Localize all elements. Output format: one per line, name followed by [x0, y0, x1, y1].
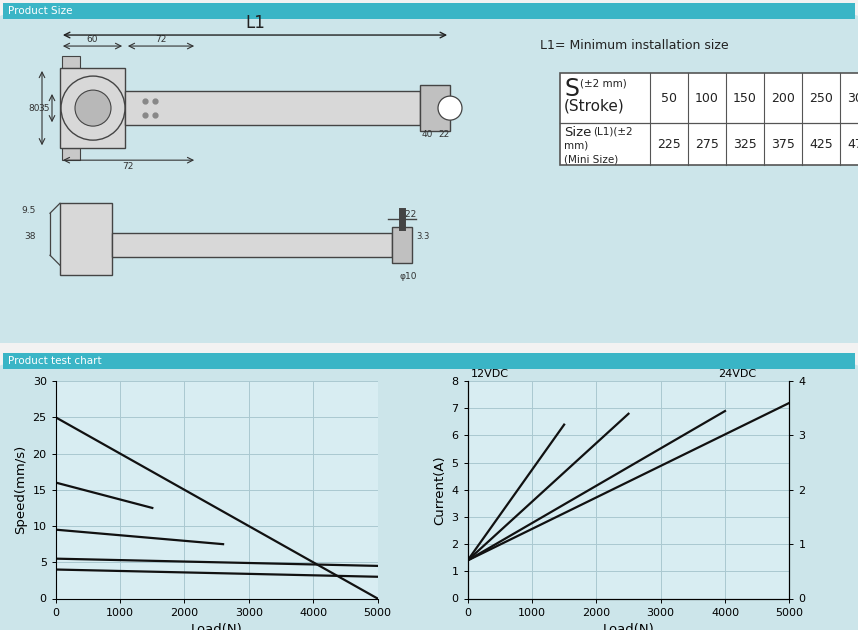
- Text: L1: L1: [245, 14, 265, 32]
- Text: mm): mm): [564, 140, 589, 150]
- Text: Product test chart: Product test chart: [8, 356, 101, 365]
- Text: 275: 275: [695, 137, 719, 151]
- X-axis label: Load(N): Load(N): [190, 623, 243, 630]
- Text: 40: 40: [421, 130, 432, 139]
- Text: (Mini Size): (Mini Size): [564, 154, 619, 164]
- Bar: [60, 203, 112, 275]
- Text: Product Size: Product Size: [8, 6, 72, 16]
- Text: 475: 475: [847, 137, 858, 151]
- Text: 72: 72: [123, 162, 134, 171]
- Y-axis label: Current(A): Current(A): [433, 455, 446, 525]
- Text: 325: 325: [733, 137, 757, 151]
- Text: φ22: φ22: [399, 210, 417, 219]
- Text: L1= Minimum installation size: L1= Minimum installation size: [540, 38, 728, 52]
- Text: (±2 mm): (±2 mm): [580, 78, 626, 88]
- Text: 38: 38: [25, 232, 36, 241]
- Text: 80: 80: [28, 103, 40, 113]
- Text: 200: 200: [771, 91, 795, 105]
- Y-axis label: Speed(mm/s): Speed(mm/s): [14, 445, 27, 534]
- Bar: [62, 148, 80, 160]
- X-axis label: Load(N): Load(N): [602, 623, 655, 630]
- FancyBboxPatch shape: [0, 365, 858, 630]
- Text: 12VDC: 12VDC: [471, 369, 509, 379]
- Bar: [560, 73, 858, 165]
- Text: S: S: [564, 77, 579, 101]
- Bar: [62, 56, 80, 68]
- Text: 225: 225: [657, 137, 681, 151]
- Text: 72: 72: [155, 35, 166, 44]
- Circle shape: [61, 76, 125, 140]
- Text: 300: 300: [847, 91, 858, 105]
- FancyBboxPatch shape: [0, 15, 858, 345]
- Text: Size: Size: [564, 126, 591, 139]
- Bar: [3, 3, 855, 19]
- Text: 35: 35: [39, 103, 50, 113]
- Text: 375: 375: [771, 137, 795, 151]
- Text: 60: 60: [87, 35, 98, 44]
- Text: (Stroke): (Stroke): [564, 98, 625, 113]
- Bar: [125, 91, 420, 125]
- Circle shape: [438, 96, 462, 120]
- Text: 250: 250: [809, 91, 833, 105]
- Text: 9.5: 9.5: [21, 206, 36, 215]
- Bar: [392, 227, 412, 263]
- Circle shape: [75, 90, 111, 126]
- Text: 100: 100: [695, 91, 719, 105]
- Text: φ10: φ10: [399, 272, 417, 281]
- Text: 24VDC: 24VDC: [719, 369, 757, 379]
- Text: 3.3: 3.3: [416, 232, 429, 241]
- Text: 425: 425: [809, 137, 833, 151]
- Bar: [60, 68, 125, 148]
- Text: 22: 22: [438, 130, 450, 139]
- Bar: [3, 353, 855, 369]
- Bar: [420, 85, 450, 131]
- Bar: [112, 233, 392, 257]
- Text: (L1)(±2: (L1)(±2: [593, 126, 632, 136]
- Text: 150: 150: [733, 91, 757, 105]
- Text: 50: 50: [661, 91, 677, 105]
